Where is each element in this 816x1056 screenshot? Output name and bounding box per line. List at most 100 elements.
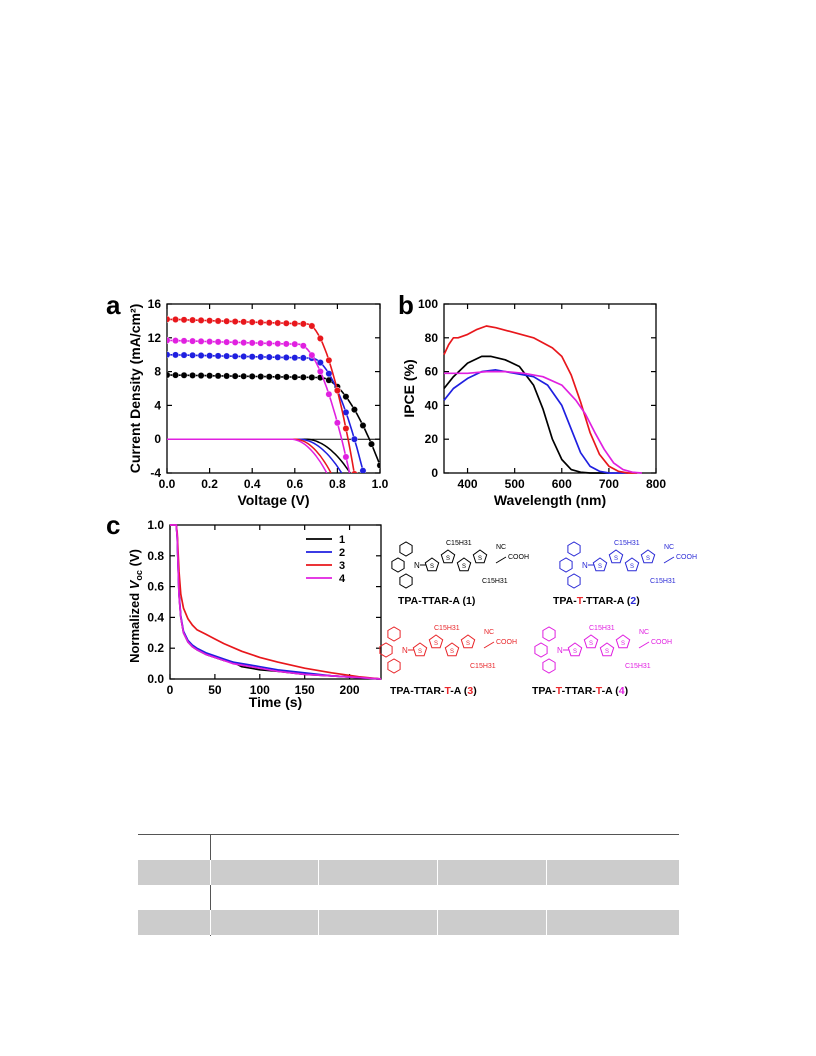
cyano-label: NC [639,629,649,636]
jv-marker-4 [240,339,248,347]
jv-dark-curve-4 [167,438,328,473]
ipce-curve-2 [443,369,628,474]
table-cell [546,885,679,910]
cyano-label: NC [664,544,674,551]
alkyl-chain-label: C15H31 [650,578,676,585]
carboxyl-label: COOH [651,639,672,646]
jv-marker-2 [351,435,358,443]
table-cell [318,835,437,860]
jv-x-tick-label: 0.2 [201,477,218,491]
sulfur-atom: S [589,641,593,647]
decay-plot-frame [169,524,382,680]
jv-marker-4 [189,337,196,345]
table-top-rule [138,834,679,835]
table-cell [546,910,679,935]
table-cell [318,860,437,885]
thiophene-ring [583,634,599,649]
alkyl-chain-label: C15H31 [482,578,508,585]
decay-y-tick-label: 0.2 [147,641,164,655]
jv-y-tick-label: 8 [154,365,161,379]
jv-dark-curve-3 [167,438,332,473]
jv-marker-4 [180,337,188,345]
decay-x-tick-label: 100 [250,683,270,697]
sulfur-atom: S [418,649,422,655]
ipce-chart: 400 500 600 700 800 0 20 40 60 80 100 Wavelength (n… [401,297,666,508]
jv-marker-4 [342,453,350,461]
panel-letter-c: c [106,510,120,540]
jv-x-tick-label: 0.4 [244,477,261,491]
jv-plot-frame [166,303,381,474]
table-row [138,910,679,935]
jv-marker-1 [299,373,307,381]
jv-marker-1 [282,373,290,381]
thiophene-ring [472,549,488,564]
jv-marker-3 [214,317,222,325]
table-cell [318,910,437,935]
decay-x-tick-label: 150 [295,683,315,697]
jv-marker-3 [265,319,273,327]
thiophene-ring [567,642,583,657]
phenyl-ring [399,573,413,589]
ipce-curve-3 [443,325,638,474]
thiophene-ring [424,557,440,572]
sulfur-atom: S [478,556,482,562]
jv-marker-3 [197,316,205,324]
jv-marker-2 [223,352,231,360]
jv-marker-1 [206,372,214,380]
table-cell [138,910,210,935]
table-cell [437,835,546,860]
jv-marker-3 [248,318,256,326]
jv-marker-2 [359,467,367,473]
jv-marker-2 [316,359,324,366]
jv-x-tick-label: 0.8 [329,477,346,491]
bond [663,556,675,564]
table-cell [210,835,318,860]
jv-marker-3 [308,322,316,330]
thiophene-ring [460,634,476,649]
sulfur-atom: S [605,649,609,655]
table-cell [318,885,437,910]
sulfur-atom: S [614,556,618,562]
bond [483,641,495,649]
jv-marker-1 [248,373,256,380]
ipce-curve-4 [444,370,642,474]
jv-marker-1 [240,372,248,380]
jv-marker-2 [257,353,265,361]
jv-marker-3 [189,316,196,324]
thiophene-ring [624,557,640,572]
jv-marker-3 [240,318,248,326]
jv-marker-4 [282,340,290,348]
sulfur-atom: S [466,641,470,647]
jv-chart: 0.0 0.2 0.4 0.6 0.8 1.0 -4 0 4 8 12 16 Voltage (V) Cu… [127,297,389,508]
ipce-y-tick-label: 100 [418,297,438,311]
jv-marker-3 [180,316,188,324]
jv-marker-2 [197,352,205,359]
table-cell [437,885,546,910]
table-cell [546,835,679,860]
thiophene-ring [456,557,472,572]
thiophene-ring [640,549,656,564]
table-column-divider [210,834,211,936]
ipce-y-axis-label: IPCE (%) [401,359,417,417]
sulfur-atom: S [573,649,577,655]
jv-marker-2 [172,351,179,359]
jv-marker-4 [248,339,256,347]
phenyl-ring [391,557,405,573]
nitrogen-atom: N [402,646,408,655]
jv-marker-1 [265,373,273,381]
jv-marker-2 [282,354,290,361]
table-row [138,835,679,860]
decay-curve-3 [170,524,382,680]
jv-marker-1 [180,371,188,379]
jv-marker-4 [274,340,282,348]
jv-marker-3 [342,425,350,432]
jv-marker-4 [223,338,231,346]
jv-marker-1 [214,372,222,380]
phenyl-ring [567,573,581,589]
phenyl-ring [379,642,393,658]
ipce-y-tick-label: 40 [425,398,439,412]
ipce-x-tick-label: 500 [505,477,525,491]
table-cell [138,885,210,910]
